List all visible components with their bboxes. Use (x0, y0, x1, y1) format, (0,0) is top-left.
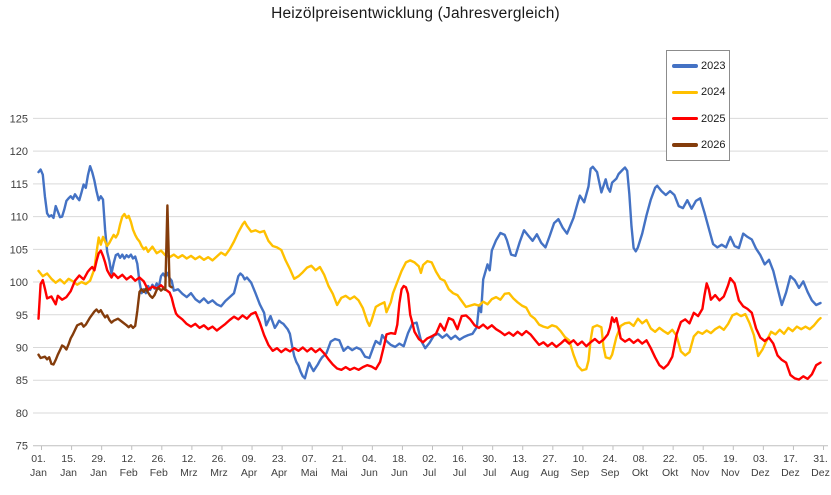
y-axis-label: 110 (10, 212, 28, 224)
x-axis-label: 03. (753, 453, 768, 465)
legend-label: 2023 (701, 60, 726, 73)
x-axis-label: 12. (182, 453, 197, 465)
x-axis-label: Jan (60, 467, 77, 479)
x-axis-label: Sep (601, 467, 620, 479)
x-axis-label: 29. (91, 453, 106, 465)
y-axis-label: 120 (10, 146, 28, 158)
x-axis-label: Mai (301, 467, 318, 479)
x-axis-label: Okt (632, 467, 648, 479)
x-axis-label: 04. (362, 453, 377, 465)
x-axis-label: Dez (781, 467, 800, 479)
legend-line-swatch (672, 64, 698, 68)
y-axis-label: 75 (16, 441, 28, 453)
chart-title: Heizölpreisentwicklung (Jahresvergleich) (271, 5, 560, 22)
legend: 2023 2024 2025 2026 (666, 50, 730, 161)
x-axis-label: 17. (783, 453, 798, 465)
x-axis-label: Mrz (180, 467, 198, 479)
x-axis-label: 24. (603, 453, 618, 465)
legend-item-2024: 2024 (667, 79, 729, 105)
series-line-2023 (37, 164, 822, 380)
x-axis-label: Jan (30, 467, 47, 479)
x-axis-label: Jun (391, 467, 408, 479)
y-axis-label: 90 (16, 343, 28, 355)
x-axis-label: 31. (813, 453, 828, 465)
x-axis-label: 15. (61, 453, 76, 465)
x-axis-label: Aug (540, 467, 559, 479)
legend-item-2025: 2025 (667, 106, 729, 132)
x-axis-label: Jan (90, 467, 107, 479)
x-axis-label: 23. (272, 453, 287, 465)
x-axis-label: Aug (510, 467, 529, 479)
x-axis-label: Nov (691, 467, 710, 479)
x-axis-label: Okt (662, 467, 678, 479)
x-axis-label: 12. (121, 453, 136, 465)
x-axis-label: Mai (331, 467, 348, 479)
series-line-2024 (37, 212, 822, 372)
legend-item-2026: 2026 (667, 132, 729, 158)
x-axis-label: 13. (512, 453, 527, 465)
legend-line-swatch (672, 143, 698, 147)
x-axis-label: 30. (482, 453, 497, 465)
legend-line-swatch (672, 90, 698, 95)
x-axis-label: Feb (150, 467, 168, 479)
y-axis-label: 100 (10, 277, 28, 289)
x-axis-label: 08. (633, 453, 648, 465)
x-axis-label: 09. (242, 453, 257, 465)
x-axis-label: Dez (811, 467, 830, 479)
legend-label: 2025 (701, 112, 726, 125)
x-axis-label: Jul (483, 467, 496, 479)
x-axis-label: 26. (212, 453, 227, 465)
y-axis-label: 85 (16, 375, 28, 387)
x-axis-label: 07. (302, 453, 317, 465)
x-axis-label: Sep (571, 467, 590, 479)
x-axis-label: 10. (573, 453, 588, 465)
y-axis-label: 80 (16, 408, 28, 420)
x-axis-label: Dez (751, 467, 770, 479)
x-axis-label: 19. (723, 453, 738, 465)
x-axis-label: Mrz (210, 467, 228, 479)
legend-line-swatch (672, 116, 698, 121)
x-axis-label: 18. (392, 453, 407, 465)
x-axis-label: Apr (271, 467, 288, 479)
x-axis-label: Nov (721, 467, 740, 479)
x-axis-label: 02. (422, 453, 437, 465)
x-axis-label: Apr (241, 467, 258, 479)
x-axis-label: 05. (693, 453, 708, 465)
x-axis-label: 27. (543, 453, 558, 465)
y-axis-label: 95 (16, 310, 28, 322)
x-axis-label: 01. (31, 453, 46, 465)
legend-item-2023: 2023 (667, 53, 729, 79)
x-axis-label: 26. (152, 453, 167, 465)
legend-label: 2026 (701, 138, 726, 151)
x-axis-label: 21. (332, 453, 347, 465)
series-line-2025 (37, 249, 822, 381)
y-axis-label: 125 (10, 113, 28, 125)
x-axis-label: 16. (452, 453, 467, 465)
x-axis-label: 22. (663, 453, 678, 465)
legend-label: 2024 (701, 86, 726, 99)
x-axis-label: Jun (361, 467, 378, 479)
y-axis-label: 105 (10, 244, 28, 256)
x-axis-label: Feb (120, 467, 138, 479)
series-line-2026 (37, 204, 173, 366)
y-axis-label: 115 (10, 179, 28, 191)
x-axis-label: Jul (423, 467, 436, 479)
x-axis-label: Jul (453, 467, 466, 479)
